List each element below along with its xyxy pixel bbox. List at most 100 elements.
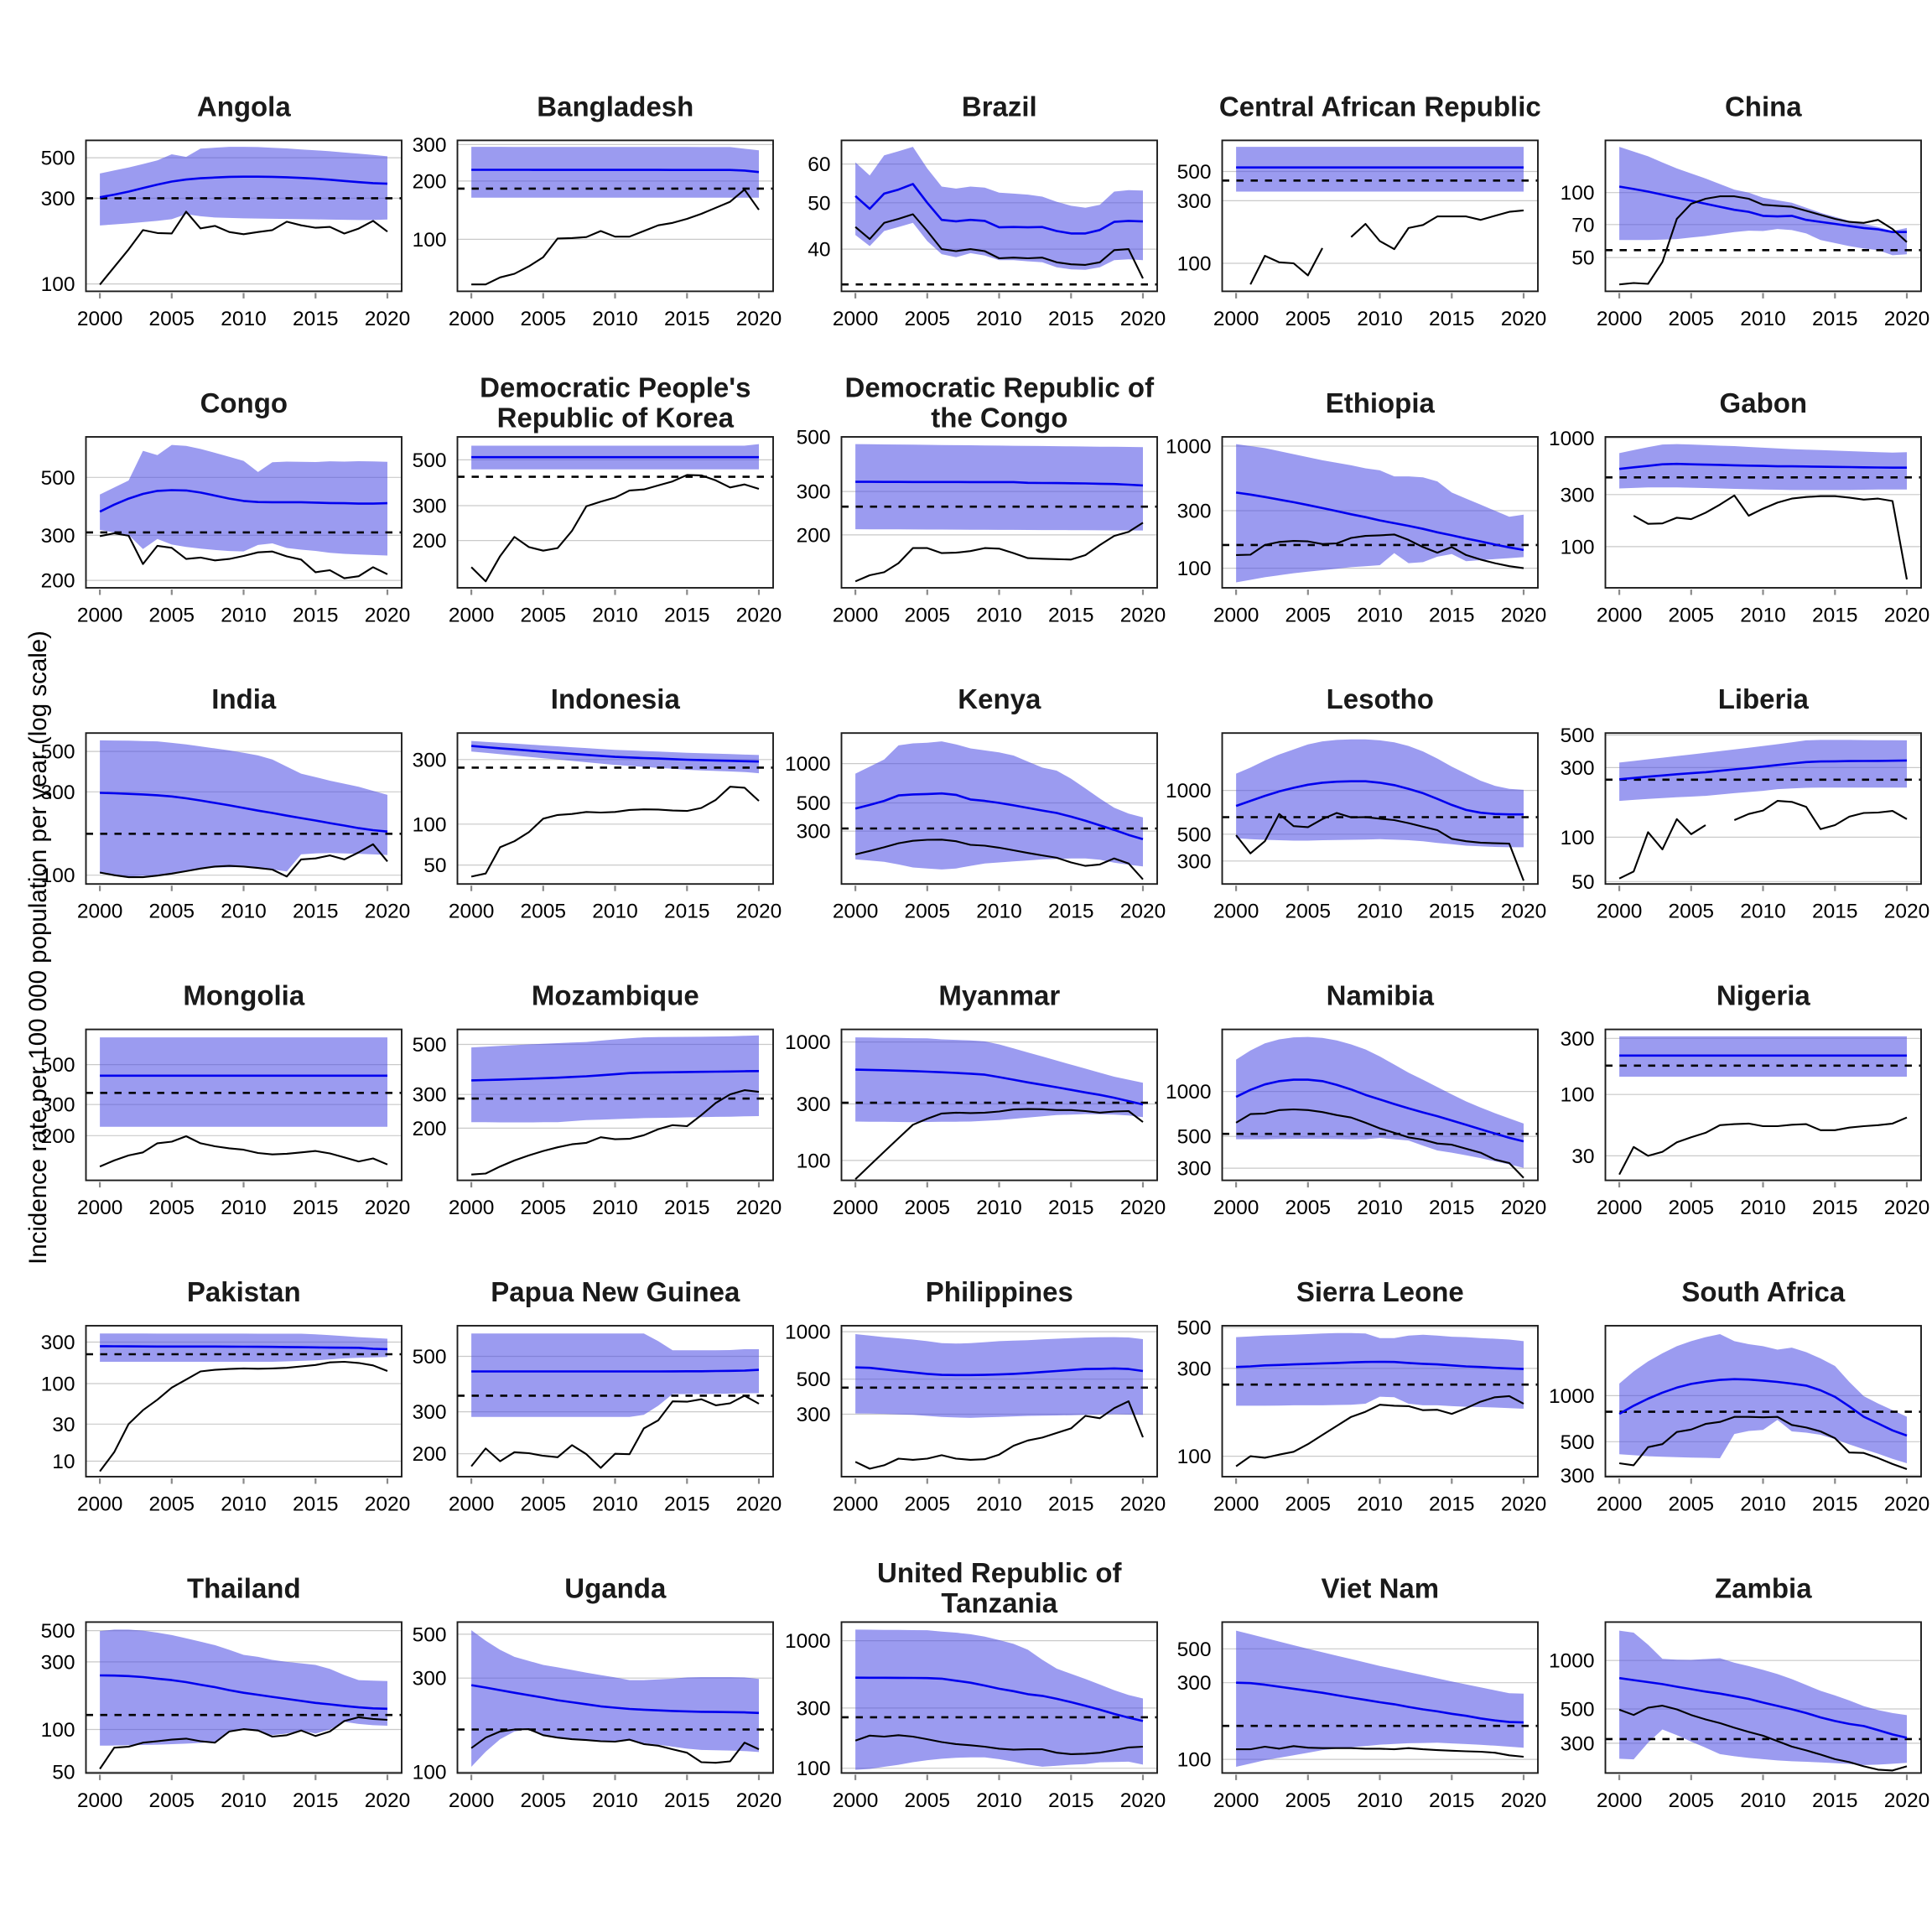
svg-text:2005: 2005: [149, 308, 195, 330]
svg-text:2000: 2000: [833, 1197, 879, 1219]
svg-text:United Republic of: United Republic of: [877, 1557, 1123, 1588]
svg-text:100: 100: [1561, 827, 1595, 849]
svg-text:500: 500: [1177, 1639, 1212, 1661]
svg-text:2015: 2015: [664, 1197, 710, 1219]
svg-text:2005: 2005: [905, 1197, 951, 1219]
svg-text:2010: 2010: [1357, 1197, 1403, 1219]
svg-text:2000: 2000: [449, 1789, 495, 1812]
svg-text:30: 30: [1571, 1145, 1594, 1168]
svg-text:2000: 2000: [1213, 1493, 1259, 1516]
svg-text:Zambia: Zambia: [1715, 1572, 1812, 1603]
svg-text:100: 100: [41, 865, 75, 887]
svg-text:300: 300: [797, 481, 831, 504]
svg-text:1000: 1000: [1549, 1650, 1595, 1673]
svg-text:100: 100: [1177, 1749, 1212, 1772]
svg-text:500: 500: [1177, 1317, 1212, 1340]
svg-text:50: 50: [52, 1762, 75, 1784]
svg-text:2000: 2000: [449, 308, 495, 330]
svg-text:2010: 2010: [592, 605, 638, 627]
svg-text:300: 300: [413, 496, 447, 518]
svg-text:South Africa: South Africa: [1681, 1276, 1846, 1307]
svg-text:the Congo: the Congo: [931, 402, 1067, 434]
svg-text:2010: 2010: [1740, 1197, 1786, 1219]
svg-text:2015: 2015: [1429, 901, 1475, 923]
svg-text:100: 100: [413, 229, 447, 252]
svg-text:2015: 2015: [1048, 901, 1094, 923]
svg-text:300: 300: [1177, 501, 1212, 523]
svg-text:100: 100: [1177, 558, 1212, 580]
svg-text:300: 300: [41, 782, 75, 804]
svg-text:2020: 2020: [1884, 901, 1930, 923]
svg-text:2015: 2015: [664, 901, 710, 923]
svg-text:2000: 2000: [449, 901, 495, 923]
svg-text:500: 500: [1177, 823, 1212, 846]
svg-text:2010: 2010: [976, 1789, 1022, 1812]
svg-text:2015: 2015: [293, 1789, 339, 1812]
svg-text:Kenya: Kenya: [958, 683, 1041, 714]
svg-text:200: 200: [413, 1443, 447, 1466]
svg-text:2000: 2000: [833, 1789, 879, 1812]
svg-text:Brazil: Brazil: [962, 91, 1037, 122]
svg-text:300: 300: [1561, 1465, 1595, 1488]
svg-text:500: 500: [1177, 1126, 1212, 1149]
svg-text:200: 200: [413, 1118, 447, 1140]
svg-text:Thailand: Thailand: [187, 1572, 301, 1603]
svg-text:500: 500: [1177, 161, 1212, 184]
svg-text:2000: 2000: [1213, 1789, 1259, 1812]
svg-text:2010: 2010: [221, 1789, 267, 1812]
svg-text:2000: 2000: [833, 605, 879, 627]
svg-text:300: 300: [413, 749, 447, 771]
svg-text:Liberia: Liberia: [1718, 683, 1810, 714]
svg-text:1000: 1000: [785, 1031, 831, 1054]
svg-text:2015: 2015: [1812, 1789, 1858, 1812]
svg-text:2005: 2005: [1669, 901, 1715, 923]
svg-text:100: 100: [797, 1758, 831, 1780]
svg-text:2010: 2010: [1740, 1789, 1786, 1812]
svg-text:300: 300: [797, 821, 831, 844]
svg-text:2000: 2000: [449, 1493, 495, 1516]
svg-text:2005: 2005: [1285, 1493, 1332, 1516]
svg-text:2020: 2020: [1884, 605, 1930, 627]
svg-text:Sierra Leone: Sierra Leone: [1296, 1276, 1464, 1307]
svg-text:2010: 2010: [1357, 901, 1403, 923]
svg-text:2015: 2015: [1048, 308, 1094, 330]
svg-text:Mozambique: Mozambique: [532, 980, 699, 1011]
svg-text:India: India: [211, 683, 277, 714]
svg-text:2005: 2005: [1669, 1789, 1715, 1812]
svg-text:Lesotho: Lesotho: [1327, 683, 1434, 714]
svg-text:300: 300: [1561, 1028, 1595, 1051]
svg-text:2015: 2015: [293, 1197, 339, 1219]
svg-text:2015: 2015: [1812, 901, 1858, 923]
svg-text:100: 100: [41, 1719, 75, 1742]
svg-text:2020: 2020: [1501, 1493, 1547, 1516]
svg-text:300: 300: [41, 188, 75, 210]
svg-text:500: 500: [413, 449, 447, 472]
svg-text:300: 300: [1561, 484, 1595, 506]
svg-text:2015: 2015: [293, 605, 339, 627]
svg-text:Democratic Republic of: Democratic Republic of: [845, 372, 1156, 403]
svg-text:2015: 2015: [1048, 1493, 1094, 1516]
svg-text:300: 300: [1561, 1732, 1595, 1755]
svg-text:2000: 2000: [449, 1197, 495, 1219]
svg-text:2010: 2010: [976, 605, 1022, 627]
svg-text:100: 100: [797, 1150, 831, 1172]
svg-text:2015: 2015: [1429, 308, 1475, 330]
svg-text:500: 500: [41, 148, 75, 170]
svg-text:500: 500: [1561, 1431, 1595, 1454]
svg-text:300: 300: [413, 1668, 447, 1690]
svg-text:2015: 2015: [1429, 1493, 1475, 1516]
svg-text:2015: 2015: [293, 308, 339, 330]
svg-text:Viet Nam: Viet Nam: [1321, 1572, 1439, 1603]
svg-text:2015: 2015: [664, 308, 710, 330]
svg-text:40: 40: [808, 239, 830, 262]
svg-text:300: 300: [41, 1651, 75, 1674]
svg-text:2005: 2005: [149, 1493, 195, 1516]
svg-text:2010: 2010: [221, 605, 267, 627]
svg-text:2000: 2000: [1597, 1197, 1643, 1219]
svg-text:2015: 2015: [1429, 1197, 1475, 1219]
svg-text:200: 200: [413, 170, 447, 193]
svg-text:2020: 2020: [1120, 1789, 1166, 1812]
svg-text:2020: 2020: [736, 308, 782, 330]
svg-text:Nigeria: Nigeria: [1716, 980, 1811, 1011]
svg-text:100: 100: [1177, 253, 1212, 276]
